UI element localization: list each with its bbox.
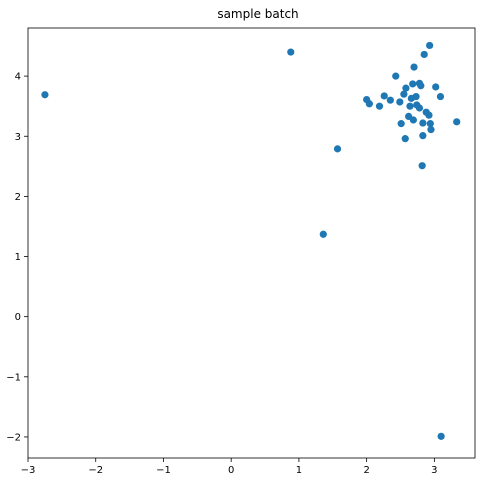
- y-tick-label: 2: [15, 192, 21, 203]
- scatter-point: [417, 82, 425, 90]
- x-tick-label: −3: [21, 465, 36, 476]
- scatter-point: [386, 96, 394, 104]
- y-tick-label: −2: [6, 432, 21, 443]
- scatter-point: [406, 102, 414, 110]
- scatter-point: [401, 135, 409, 143]
- y-tick-label: −1: [6, 372, 21, 383]
- scatter-point: [41, 91, 49, 99]
- scatter-point: [319, 230, 327, 238]
- scatter-point: [453, 118, 461, 126]
- x-tick-label: 1: [296, 465, 302, 476]
- scatter-point: [436, 92, 445, 101]
- scatter-point: [437, 432, 445, 440]
- scatter-point: [409, 80, 417, 88]
- scatter-point: [420, 50, 428, 59]
- scatter-point: [418, 162, 426, 170]
- scatter-point: [380, 92, 388, 100]
- scatter-point: [400, 90, 408, 98]
- scatter-point: [419, 119, 427, 127]
- scatter-point: [426, 41, 434, 50]
- scatter-point: [397, 120, 405, 128]
- scatter-point: [432, 83, 440, 91]
- x-tick-label: 0: [228, 465, 234, 476]
- scatter-point: [396, 98, 404, 106]
- scatter-point: [415, 104, 424, 112]
- x-tick-label: −2: [88, 465, 103, 476]
- y-axis: −2 −1 0 1 2 3 4: [6, 72, 28, 443]
- scatter-point: [410, 63, 418, 71]
- scatter-point: [402, 84, 410, 92]
- scatter-point: [419, 132, 427, 140]
- scatter-point: [409, 116, 417, 124]
- scatter-point: [425, 111, 433, 119]
- x-tick-label: 3: [431, 465, 437, 476]
- scatter-point: [412, 92, 420, 101]
- plot-area: [27, 27, 476, 459]
- y-tick-label: 3: [15, 132, 21, 143]
- scatter-points: [41, 41, 461, 440]
- scatter-point: [375, 102, 384, 110]
- scatter-point: [427, 126, 435, 134]
- y-tick-label: 4: [15, 72, 21, 83]
- y-tick-label: 1: [15, 252, 21, 263]
- scatter-point: [392, 72, 400, 80]
- x-tick-label: 2: [363, 465, 369, 476]
- x-axis: −3 −2 −1 0 1 2 3: [21, 458, 438, 476]
- scatter-point: [365, 100, 373, 108]
- scatter-point: [426, 120, 434, 128]
- scatter-point: [333, 145, 342, 153]
- chart-title: sample batch: [217, 7, 298, 21]
- y-tick-label: 0: [15, 312, 21, 323]
- x-tick-label: −1: [156, 465, 171, 476]
- scatter-point: [287, 48, 295, 56]
